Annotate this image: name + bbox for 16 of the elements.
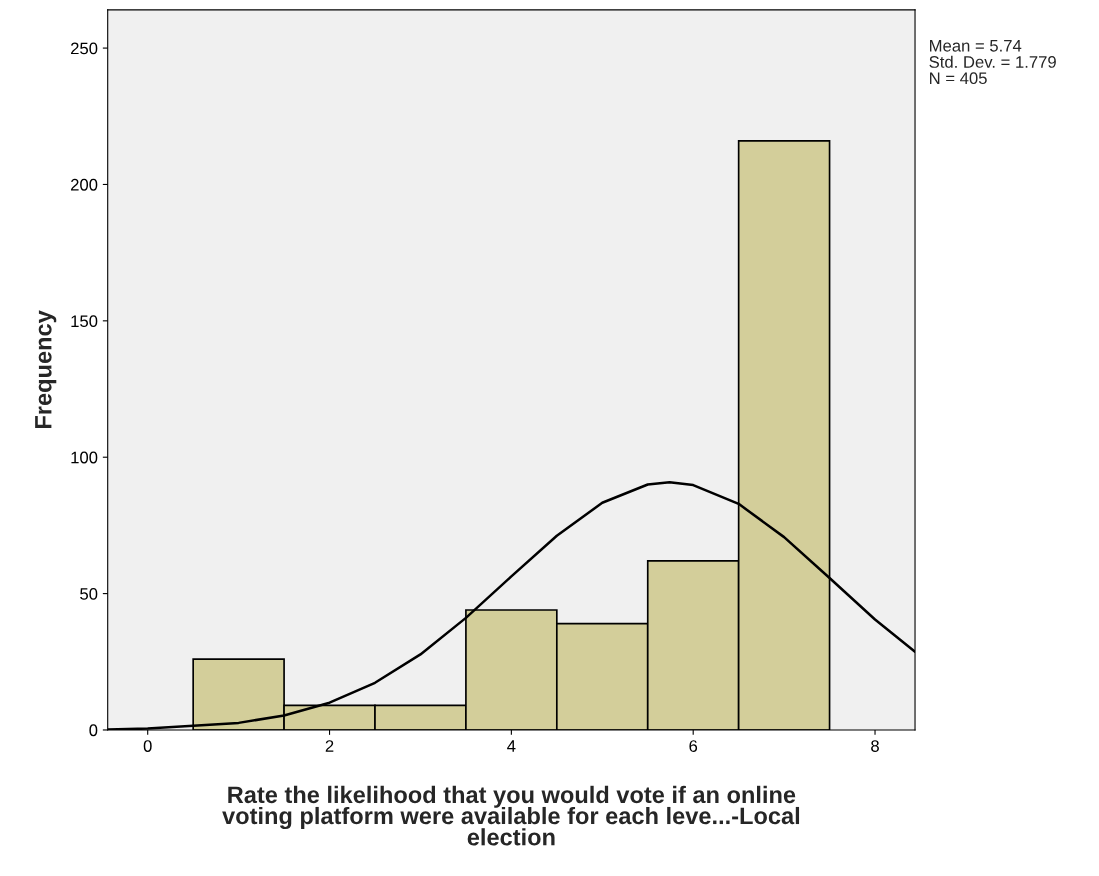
x-tick-label: 0 xyxy=(143,740,152,752)
text: Mean = 5.74 xyxy=(930,40,1022,52)
y-tick-label: 200 xyxy=(71,178,98,191)
text: Std. Dev. = 1.779 xyxy=(929,55,1056,68)
x-tick-label: 6 xyxy=(689,740,698,752)
y-tick-label: 250 xyxy=(71,42,98,55)
y-tick-label: 100 xyxy=(71,451,98,464)
x-tick-label: 4 xyxy=(507,740,516,752)
y-axis-title: Frequency xyxy=(35,310,57,429)
x-tick-label: 2 xyxy=(325,740,334,752)
x-tick-label: 8 xyxy=(871,740,879,752)
x-axis-title: Rate the likelihood that you would vote if an online voting platform were available for each leve...-Local election xyxy=(222,785,800,846)
y-tick-label: 0 xyxy=(89,724,98,737)
y-tick-label: 50 xyxy=(80,587,98,600)
y-tick-label: 150 xyxy=(71,315,98,328)
text: N = 405 xyxy=(930,72,987,85)
